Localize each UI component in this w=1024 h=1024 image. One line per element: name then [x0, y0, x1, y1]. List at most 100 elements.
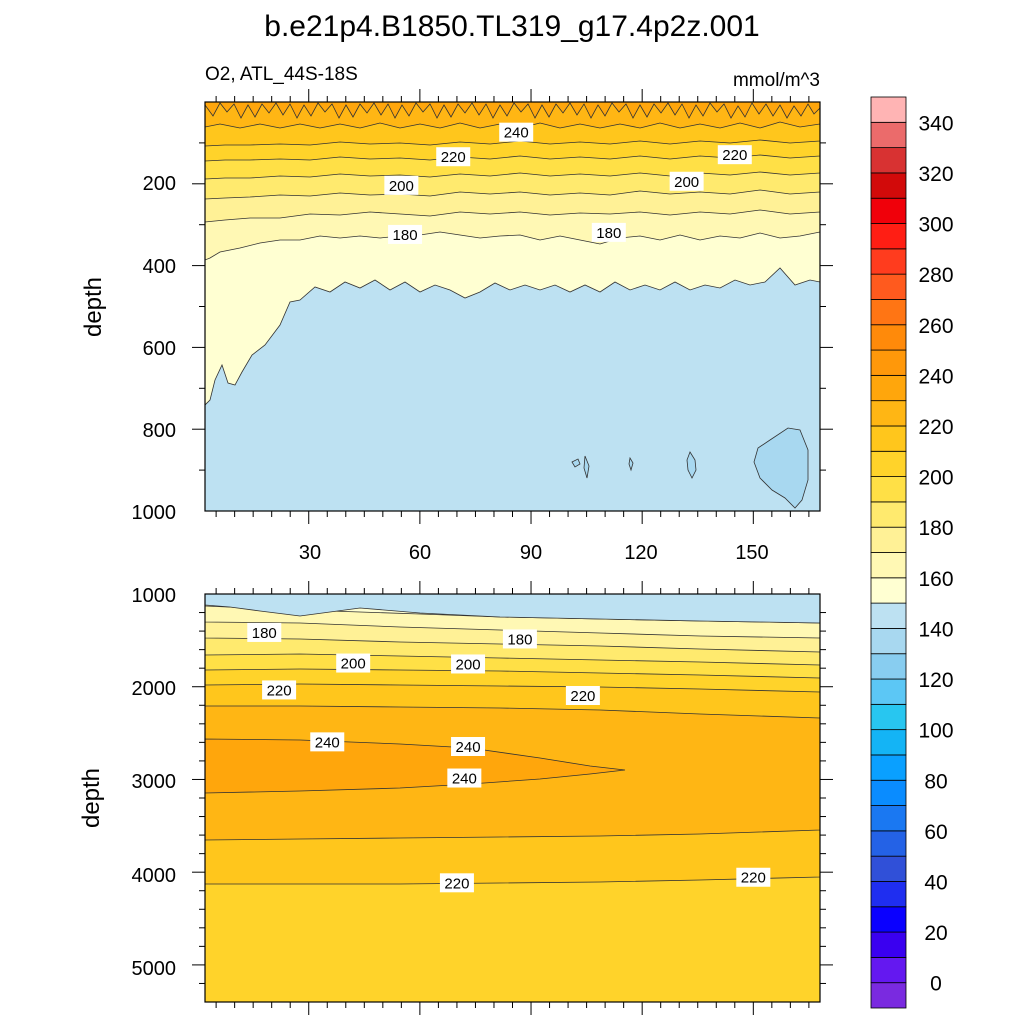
upper-y-tick-labels: 200 400 600 800 1000 [132, 173, 177, 524]
colorbar-swatch [870, 982, 907, 1009]
blob-150-160-east [753, 427, 809, 509]
colorbar-label: 40 [924, 871, 947, 894]
contour-label-text: 240 [456, 739, 481, 756]
blob-150-160-b [583, 455, 590, 479]
contour-label-text: 200 [341, 656, 366, 673]
contour-label-text: 200 [456, 656, 481, 673]
contour-label: 200 [336, 653, 371, 673]
colorbar-label: 0 [930, 973, 942, 996]
colorbar-tick-labels: 0 20 40 60 80 100 120 140 160 180 200 220 240 260 280 3… [918, 112, 953, 995]
lower-contour-fill [205, 594, 820, 1002]
contour-label: 180 [502, 629, 537, 649]
contour-label-text: 180 [596, 225, 621, 242]
contour-label-text: 220 [570, 688, 595, 705]
lower-y-tick-4000: 4000 [132, 865, 177, 887]
colorbar-label: 280 [918, 264, 953, 287]
colorbar-swatch [870, 754, 907, 781]
contour-label-text: 220 [444, 875, 469, 892]
contour-label-text: 200 [389, 178, 414, 195]
lower-y-tick-1000: 1000 [132, 585, 177, 607]
lower-panel: 1000 2000 3000 4000 5000 depth 180 180 200… [78, 581, 833, 1015]
contour-label: 200 [384, 175, 419, 195]
contour-label: 220 [262, 680, 297, 700]
contour-label-text: 180 [252, 625, 277, 642]
contour-label: 180 [388, 224, 423, 244]
contour-label: 220 [439, 873, 474, 893]
contour-label-text: 240 [504, 125, 529, 142]
colorbar-swatch [870, 653, 907, 680]
contour-label: 180 [247, 622, 282, 642]
colorbar-swatch [870, 96, 907, 123]
colorbar-swatch [870, 374, 907, 402]
band-240-250-core [205, 738, 626, 794]
colorbar-swatch [870, 855, 907, 882]
upper-y-tick-1000: 1000 [132, 502, 177, 524]
contour-label-text: 180 [507, 631, 532, 648]
colorbar-swatch [870, 476, 907, 503]
contour-label: 200 [669, 171, 704, 191]
contour-label-text: 200 [674, 174, 699, 191]
band-250-260 [205, 102, 820, 119]
upper-subtitle-right: mmol/m^3 [733, 70, 820, 91]
colorbar-swatch [870, 956, 907, 984]
colorbar-label: 240 [918, 365, 953, 388]
upper-subtitle-left: O2, ATL_44S-18S [205, 64, 358, 85]
contour-label-text: 240 [452, 771, 477, 788]
contour-label: 220 [565, 686, 600, 705]
colorbar-swatch [870, 425, 907, 452]
upper-contour-fill [205, 102, 820, 511]
contour-label: 220 [436, 147, 471, 167]
colorbar-label: 160 [918, 568, 953, 591]
contour-label: 240 [310, 732, 345, 752]
colorbar-swatch [870, 779, 907, 806]
contour-label-text: 220 [722, 147, 747, 164]
colorbar-swatch [870, 805, 907, 832]
colorbar-label: 300 [918, 214, 953, 237]
colorbar-swatch [870, 703, 907, 731]
contour-label-text: 240 [315, 734, 340, 751]
contour-label: 240 [447, 768, 482, 788]
contour-label: 200 [451, 654, 486, 674]
colorbar-swatch [870, 450, 907, 477]
upper-x-tick-150: 150 [735, 542, 768, 564]
lower-y-tick-2000: 2000 [132, 678, 177, 700]
upper-axis-ticks [192, 89, 833, 524]
upper-y-tick-600: 600 [143, 338, 176, 360]
colorbar-swatch [870, 400, 907, 427]
upper-x-tick-60: 60 [409, 542, 431, 564]
colorbar-swatch [870, 273, 907, 300]
upper-x-tick-labels: 30 60 90 120 150 [299, 542, 769, 564]
colorbar-swatch [870, 602, 907, 629]
colorbar-swatch [870, 526, 907, 553]
upper-x-tick-90: 90 [520, 542, 542, 564]
contour-label: 220 [736, 867, 771, 887]
colorbar-swatch [870, 729, 907, 756]
colorbar-swatch [870, 349, 907, 376]
colorbar-swatch [870, 501, 907, 528]
band-150-160 [205, 594, 820, 624]
lower-y-tick-3000: 3000 [132, 771, 177, 793]
colorbar-swatch [870, 830, 907, 857]
contour-label: 220 [717, 145, 752, 165]
figure-title: b.e21p4.B1850.TL319_g17.4p2z.001 [264, 10, 759, 43]
colorbar-label: 140 [918, 618, 953, 641]
colorbar-swatch [870, 172, 907, 199]
colorbar-swatch [870, 197, 907, 224]
contour-label-text: 180 [393, 227, 418, 244]
colorbar-swatch [870, 931, 907, 958]
lower-y-tick-5000: 5000 [132, 958, 177, 980]
colorbar-label: 80 [924, 770, 947, 793]
contour-label: 180 [591, 222, 626, 242]
lower-contour-labels: 180 180 200 200 220 220 240 240 240 220 220 [247, 622, 771, 893]
lower-y-tick-labels: 1000 2000 3000 4000 5000 [132, 585, 177, 980]
colorbar-label: 120 [918, 669, 953, 692]
colorbar-label: 100 [918, 720, 953, 743]
colorbar-swatch [870, 881, 907, 908]
upper-x-tick-120: 120 [624, 542, 657, 564]
contour-label-text: 220 [267, 682, 292, 699]
colorbar-label: 220 [918, 416, 953, 439]
blob-150-160-c [571, 458, 581, 468]
colorbar-swatch [870, 299, 907, 326]
upper-y-tick-200: 200 [143, 173, 176, 195]
contour-label-text: 220 [741, 870, 766, 887]
